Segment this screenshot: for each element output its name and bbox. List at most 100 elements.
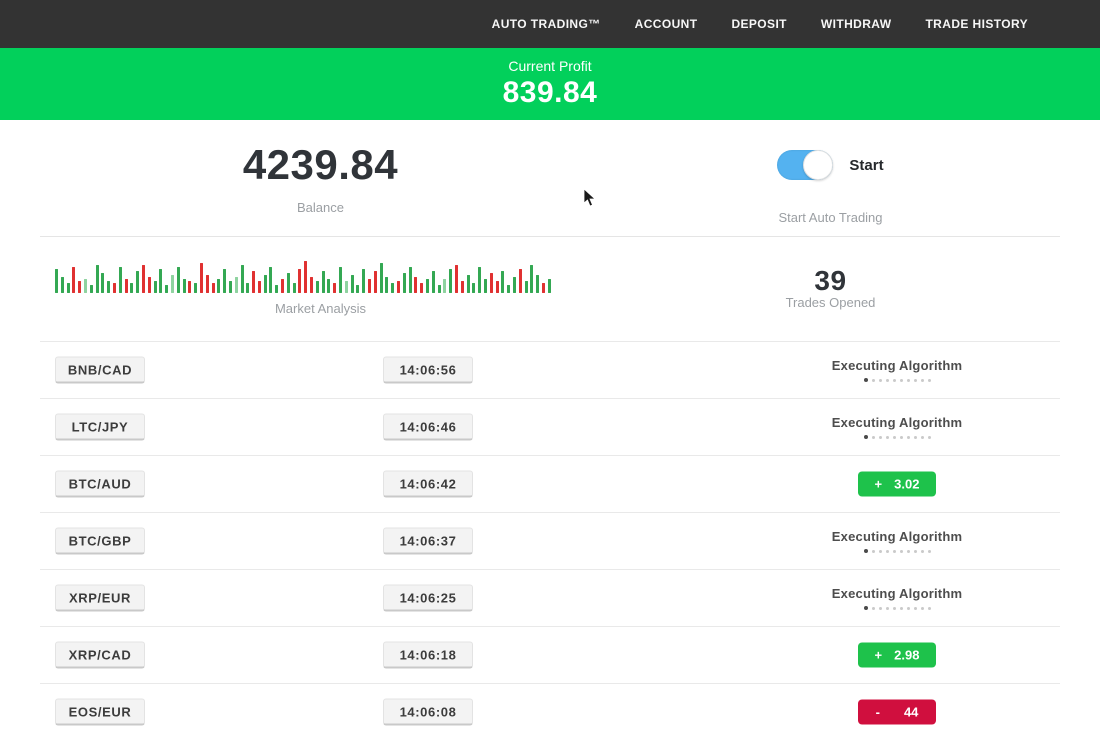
market-bar xyxy=(315,281,319,293)
market-bar xyxy=(339,267,343,293)
market-bar xyxy=(495,281,499,293)
market-bar xyxy=(211,283,215,293)
market-bar xyxy=(257,281,261,293)
progress-dot xyxy=(871,435,875,439)
auto-trading-toggle[interactable] xyxy=(777,150,834,180)
time-chip: 14:06:18 xyxy=(383,641,473,669)
pair-chip: BTC/AUD xyxy=(55,470,145,498)
market-bar xyxy=(112,283,116,293)
progress-dot xyxy=(927,606,931,610)
toggle-row: Start xyxy=(777,150,884,180)
balance-block: 4239.84 Balance xyxy=(40,144,601,236)
trades-opened-label: Trades Opened xyxy=(785,295,876,310)
nav-item-withdraw[interactable]: WITHDRAW xyxy=(820,17,892,31)
market-bar xyxy=(379,263,383,293)
market-bar xyxy=(310,277,314,293)
trade-result: Executing Algorithm xyxy=(777,529,1017,553)
market-bar xyxy=(118,267,122,293)
auto-trading-label: Start Auto Trading xyxy=(778,210,883,225)
progress-dot xyxy=(913,435,917,439)
trade-row: XRP/CAD 14:06:18 +2.98 xyxy=(40,626,1060,683)
market-bar xyxy=(159,269,163,293)
time-chip: 14:06:37 xyxy=(383,527,473,555)
market-bar xyxy=(130,283,134,293)
market-bar xyxy=(420,283,424,293)
nav-item-trade-history[interactable]: TRADE HISTORY xyxy=(925,17,1028,31)
market-bar xyxy=(472,283,476,293)
time-chip: 14:06:56 xyxy=(383,356,473,384)
market-bar xyxy=(321,271,325,293)
progress-dots xyxy=(863,549,931,553)
market-bar xyxy=(141,265,145,293)
result-value: 3.02 xyxy=(894,476,920,492)
result-value: 44 xyxy=(903,704,919,720)
trade-row: BTC/AUD 14:06:42 +3.02 xyxy=(40,455,1060,512)
market-bar xyxy=(443,279,447,293)
progress-dot xyxy=(920,378,924,382)
nav-item-account[interactable]: ACCOUNT xyxy=(634,17,698,31)
market-bar xyxy=(263,275,267,293)
executing-label: Executing Algorithm xyxy=(831,529,963,544)
trade-result: +2.98 xyxy=(777,642,1017,668)
progress-dot xyxy=(863,549,868,553)
market-bar xyxy=(547,279,551,293)
market-bar xyxy=(518,269,522,293)
progress-dot xyxy=(913,606,917,610)
market-bar xyxy=(275,285,279,293)
trade-result: - 44 xyxy=(777,699,1017,725)
trades-list: BNB/CAD 14:06:56 Executing Algorithm LTC/JP… xyxy=(0,341,1100,740)
market-bar xyxy=(223,269,227,293)
pair-chip: XRP/EUR xyxy=(55,584,145,612)
current-profit-label: Current Profit xyxy=(508,58,592,74)
progress-dot xyxy=(920,435,924,439)
market-bar xyxy=(281,279,285,293)
pair-chip: BTC/GBP xyxy=(55,527,145,555)
overview-top-row: 4239.84 Balance Start Start Auto Trading xyxy=(0,120,1100,236)
market-bar xyxy=(478,267,482,293)
progress-dot xyxy=(871,606,875,610)
market-bar xyxy=(536,275,540,293)
market-bar xyxy=(124,279,128,293)
balance-value: 4239.84 xyxy=(242,141,399,188)
time-chip: 14:06:42 xyxy=(383,470,473,498)
progress-dots xyxy=(863,435,931,439)
pair-chip: LTC/JPY xyxy=(55,413,145,441)
market-bar xyxy=(414,277,418,293)
market-bar xyxy=(95,265,99,293)
market-bar xyxy=(286,273,290,293)
nav-item-deposit[interactable]: DEPOSIT xyxy=(731,17,787,31)
market-bar xyxy=(466,275,470,293)
trades-opened-value: 39 xyxy=(814,265,847,296)
trade-row: XRP/EUR 14:06:25 Executing Algorithm xyxy=(40,569,1060,626)
market-bar xyxy=(182,279,186,293)
progress-dot xyxy=(906,435,910,439)
progress-dot xyxy=(878,435,882,439)
overview-bottom-row: Market Analysis 39 Trades Opened xyxy=(0,237,1100,341)
pair-chip: XRP/CAD xyxy=(55,641,145,669)
nav-menu: AUTO TRADING™ ACCOUNT DEPOSIT WITHDRAW TRADE… xyxy=(492,17,1028,31)
market-bar xyxy=(362,269,366,293)
progress-dots xyxy=(863,378,931,382)
market-bar xyxy=(217,279,221,293)
profit-badge: +2.98 xyxy=(858,642,936,668)
market-bar xyxy=(333,283,337,293)
section-divider xyxy=(40,236,1060,237)
progress-dot xyxy=(920,606,924,610)
market-bar xyxy=(344,281,348,293)
progress-dot xyxy=(920,549,924,553)
market-bar xyxy=(507,285,511,293)
market-bar xyxy=(240,265,244,293)
nav-item-auto-trading[interactable]: AUTO TRADING™ xyxy=(491,17,601,31)
market-bar xyxy=(252,271,256,293)
market-bar xyxy=(136,271,140,293)
trade-result: Executing Algorithm xyxy=(777,358,1017,382)
market-analysis-block: Market Analysis xyxy=(40,253,601,341)
market-bar xyxy=(165,285,169,293)
market-bar xyxy=(327,279,331,293)
balance-label: Balance xyxy=(297,200,344,215)
progress-dot xyxy=(906,378,910,382)
market-bar xyxy=(391,283,395,293)
progress-dot xyxy=(885,549,889,553)
market-bar xyxy=(397,281,401,293)
executing-label: Executing Algorithm xyxy=(831,586,963,601)
